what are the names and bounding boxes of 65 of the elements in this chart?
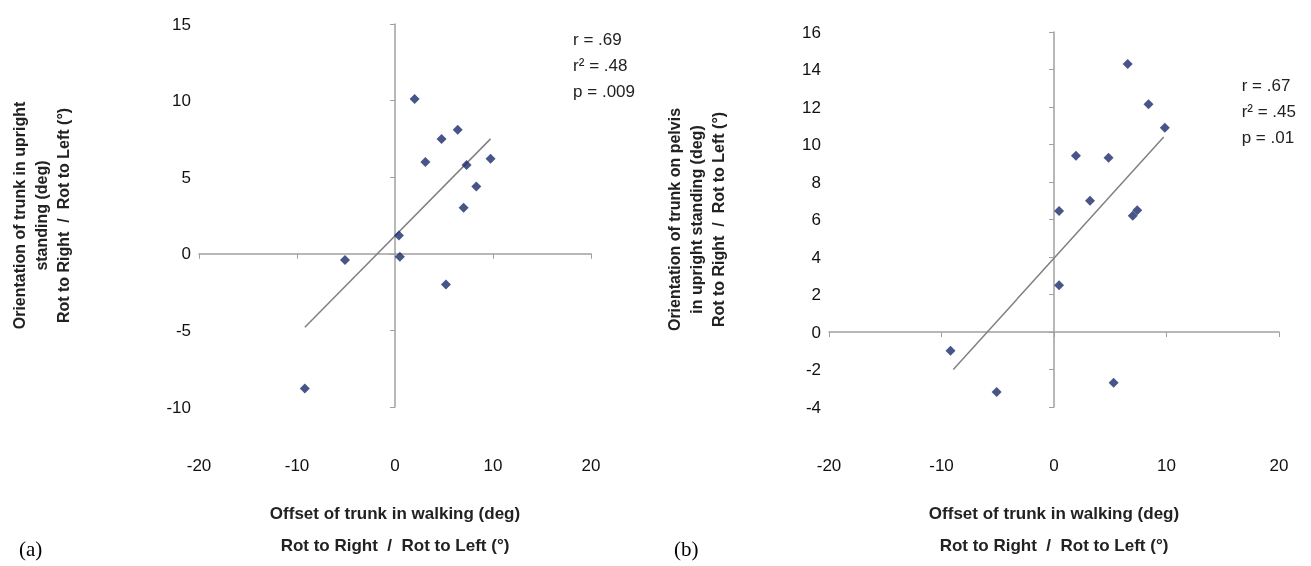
y-tick-label: 16: [802, 22, 821, 42]
point: [1127, 210, 1138, 221]
y-tick-label: 10: [802, 135, 821, 154]
point: [440, 279, 451, 290]
x-tick-label: 10: [483, 456, 503, 475]
x-tick-label: 20: [1269, 456, 1289, 475]
text: (b): [674, 536, 699, 561]
y-tick-label: -10: [166, 397, 191, 417]
x-tick-label: -10: [284, 456, 310, 475]
y-tick-label: -2: [805, 360, 821, 379]
point: [340, 254, 351, 265]
point: [420, 156, 431, 167]
y-tick-label: 0: [811, 322, 821, 342]
point: [461, 159, 472, 170]
x-axis-title: Offset of trunk in walking (deg) Rot to Right / Rot to Left (°): [928, 503, 1180, 555]
x-tick-label: 0: [1049, 456, 1059, 475]
annotation: r = .69: [573, 29, 622, 49]
y-tick-label: 8: [811, 172, 821, 192]
x-tick-label: 20: [581, 456, 601, 475]
y-axis-title: Orientation of trunk on pelvis in upright standing (deg) Rot to Right / Rot to Left (°): [665, 107, 727, 332]
annotation: r² = .48: [573, 55, 628, 75]
y-tick-label: 0: [181, 244, 191, 264]
point: [299, 383, 310, 394]
y-tick-label: 10: [172, 91, 191, 111]
point: [1054, 280, 1065, 291]
point: [1054, 206, 1065, 217]
x-tick-label: 0: [390, 456, 400, 475]
y-tick-label: -4: [805, 397, 821, 417]
x-tick-label: -20: [816, 456, 842, 475]
point: [1085, 195, 1095, 206]
point: [485, 153, 496, 164]
x-axis-title: Offset of trunk in walking (deg) Rot to Right / Rot to Left (°): [269, 503, 521, 555]
point: [1132, 205, 1143, 216]
annotation: p = .009: [573, 81, 636, 101]
point: [991, 387, 1002, 397]
point: [1159, 122, 1170, 133]
point: [1103, 152, 1114, 163]
point: [1108, 377, 1119, 388]
y-tick-label: 2: [811, 285, 821, 304]
x-tick-label: -20: [186, 456, 212, 475]
y-tick-label: -5: [175, 320, 191, 340]
point: [393, 230, 404, 241]
y-tick-label: 14: [802, 60, 821, 79]
point: [458, 202, 469, 213]
y-tick-label: 15: [172, 14, 191, 34]
y-tick-label: 12: [802, 97, 821, 117]
annotation: r = .67: [1241, 75, 1291, 95]
text: (a): [19, 536, 43, 561]
annotation: r² = .45: [1241, 101, 1297, 121]
point: [452, 124, 463, 135]
annotation: p = .01: [1241, 127, 1295, 147]
x-tick-label: -10: [929, 456, 954, 475]
point: [394, 251, 405, 262]
point: [409, 94, 420, 105]
y-tick-label: 5: [181, 167, 191, 187]
point: [1122, 58, 1133, 69]
x-tick-label: 10: [1157, 456, 1176, 475]
y-tick-label: 6: [811, 210, 821, 229]
point: [1143, 99, 1154, 110]
y-tick-label: 4: [811, 247, 821, 267]
point: [945, 345, 956, 356]
y-axis-title: Orientation of trunk in upright standing (deg) Rot to Right / Rot to Left (°): [10, 101, 72, 330]
point: [1070, 150, 1081, 161]
point: [436, 133, 447, 144]
point: [471, 181, 482, 192]
